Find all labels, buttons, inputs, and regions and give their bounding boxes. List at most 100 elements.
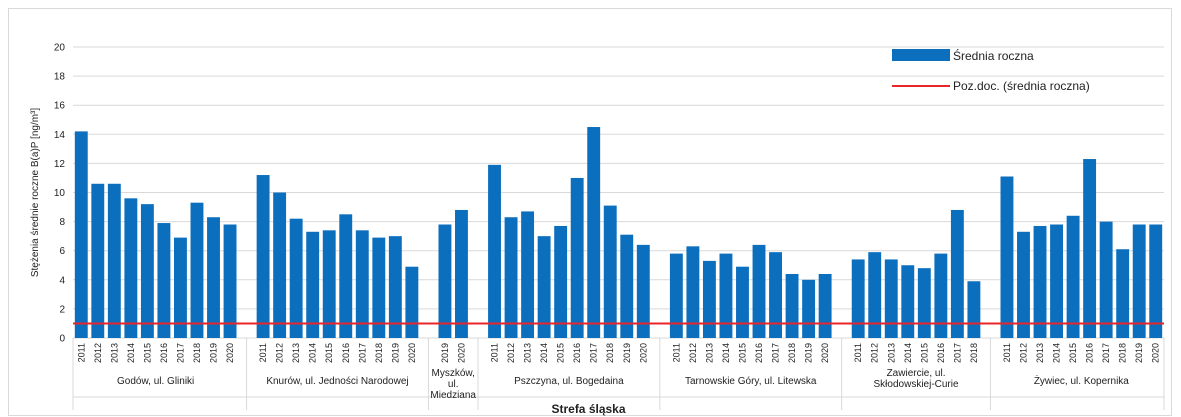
group-label: Żywiec, ul. Kopernika: [1034, 374, 1129, 387]
bar: [554, 225, 568, 338]
bar: [702, 260, 716, 338]
bar: [107, 183, 121, 338]
bar: [223, 224, 237, 338]
year-tick-label: 2020: [456, 343, 466, 363]
x-axis-title: Strefa śląska: [551, 402, 625, 416]
year-tick-label: 2015: [324, 343, 334, 363]
legend-label-line: Poz.doc. (średnia roczna): [953, 79, 1090, 93]
year-tick-label: 2019: [622, 343, 632, 363]
y-axis-title: Stężenia średnie roczne B(a)P [ng/m³]: [30, 108, 41, 278]
year-tick-label: 2013: [1035, 343, 1045, 363]
bar: [372, 237, 386, 338]
bar: [1099, 221, 1113, 338]
year-tick-label: 2012: [870, 343, 880, 363]
bar: [934, 253, 948, 338]
year-tick-label: 2012: [275, 343, 285, 363]
bar: [273, 192, 287, 338]
year-tick-label: 2019: [804, 343, 814, 363]
year-tick-label: 2017: [357, 343, 367, 363]
bar: [74, 131, 88, 338]
bar: [388, 236, 402, 338]
year-tick-label: 2014: [126, 343, 136, 363]
bar: [719, 253, 733, 338]
group-label: Zawiercie, ul. Skłodowskiej-Curie: [874, 368, 959, 390]
bar: [521, 211, 535, 338]
year-tick-label: 2011: [853, 343, 863, 362]
year-tick-label: 2020: [407, 343, 417, 363]
year-tick-label: 2015: [919, 343, 929, 363]
year-tick-label: 2014: [721, 343, 731, 363]
bar: [190, 202, 204, 338]
year-tick-label: 2012: [1018, 343, 1028, 363]
year-tick-label: 2015: [556, 343, 566, 363]
year-tick-label: 2015: [737, 343, 747, 363]
bar: [802, 279, 816, 338]
year-tick-label: 2018: [374, 343, 384, 363]
y-tick-label: 14: [54, 130, 66, 141]
bar: [620, 234, 634, 338]
year-tick-label: 2020: [638, 343, 648, 363]
y-tick-label: 0: [59, 334, 65, 345]
year-tick-label: 2011: [1002, 343, 1012, 362]
bar: [1050, 224, 1063, 338]
year-tick-label: 2016: [341, 343, 351, 363]
bar: [868, 252, 882, 338]
bar: [322, 230, 336, 338]
legend-bar-swatch: [892, 49, 950, 61]
year-tick-label: 2019: [440, 343, 450, 363]
year-tick-label: 2014: [903, 343, 913, 363]
year-tick-label: 2016: [572, 343, 582, 363]
year-tick-label: 2016: [1085, 343, 1095, 363]
group-label: Tarnowskie Góry, ul. Litewska: [685, 376, 817, 387]
bar: [405, 266, 419, 338]
year-tick-label: 2016: [159, 343, 169, 363]
bar: [174, 237, 187, 338]
year-tick-label: 2018: [1118, 343, 1128, 363]
bar: [1000, 176, 1014, 338]
year-tick-label: 2014: [1052, 343, 1062, 363]
y-tick-label: 8: [59, 217, 65, 228]
year-tick-label: 2014: [308, 343, 318, 363]
year-tick-label: 2018: [787, 343, 797, 363]
bar: [769, 252, 782, 338]
year-tick-label: 2020: [820, 343, 830, 363]
bar: [587, 127, 601, 339]
group-label: Myszków, ul. Miedziana: [430, 368, 476, 401]
bar: [752, 244, 766, 338]
bar: [438, 224, 452, 338]
bar: [488, 164, 501, 338]
legend-label-bar: Średnia roczna: [953, 48, 1034, 63]
year-tick-label: 2011: [671, 343, 681, 362]
bar: [537, 236, 551, 338]
bar: [157, 223, 171, 338]
y-tick-label: 12: [54, 159, 66, 170]
bar: [1033, 225, 1047, 338]
bar: [686, 246, 700, 338]
bar: [967, 281, 981, 338]
bar: [256, 175, 270, 338]
bar: [950, 209, 964, 338]
bar: [1066, 215, 1080, 338]
year-tick-label: 2015: [1068, 343, 1078, 363]
bar: [355, 230, 369, 338]
year-tick-label: 2016: [936, 343, 946, 363]
year-tick-label: 2019: [209, 343, 219, 363]
bar: [504, 217, 518, 338]
year-tick-label: 2018: [969, 343, 979, 363]
bar: [570, 177, 584, 338]
year-tick-label: 2011: [490, 343, 500, 362]
bar: [884, 259, 898, 338]
year-tick-label: 2011: [76, 343, 86, 362]
year-tick-label: 2017: [589, 343, 599, 363]
bar: [140, 204, 154, 338]
bar: [306, 231, 320, 338]
year-tick-label: 2013: [291, 343, 301, 363]
bar: [1132, 224, 1146, 338]
chart-frame: [8, 8, 1172, 416]
year-tick-label: 2018: [605, 343, 615, 363]
year-tick-label: 2012: [93, 343, 103, 363]
bar: [455, 209, 468, 338]
y-tick-label: 16: [54, 101, 66, 112]
bar: [736, 266, 749, 338]
